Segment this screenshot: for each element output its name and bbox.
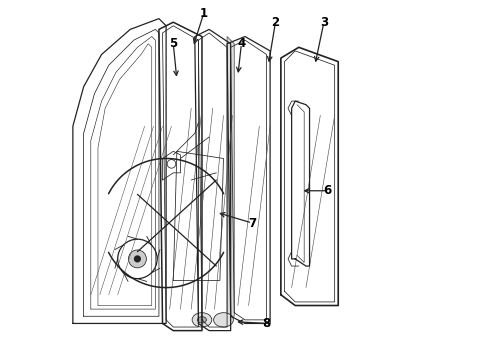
Text: 3: 3	[320, 16, 328, 29]
Ellipse shape	[214, 313, 233, 327]
Text: 1: 1	[200, 7, 208, 20]
Circle shape	[128, 250, 147, 268]
Circle shape	[134, 255, 141, 262]
Polygon shape	[227, 37, 234, 316]
Text: 5: 5	[169, 37, 177, 50]
Text: 8: 8	[262, 317, 270, 330]
Text: 2: 2	[271, 16, 279, 29]
Text: 6: 6	[323, 184, 332, 197]
Text: 7: 7	[248, 216, 256, 230]
Ellipse shape	[192, 313, 212, 327]
Text: 4: 4	[237, 37, 245, 50]
Ellipse shape	[197, 317, 206, 323]
